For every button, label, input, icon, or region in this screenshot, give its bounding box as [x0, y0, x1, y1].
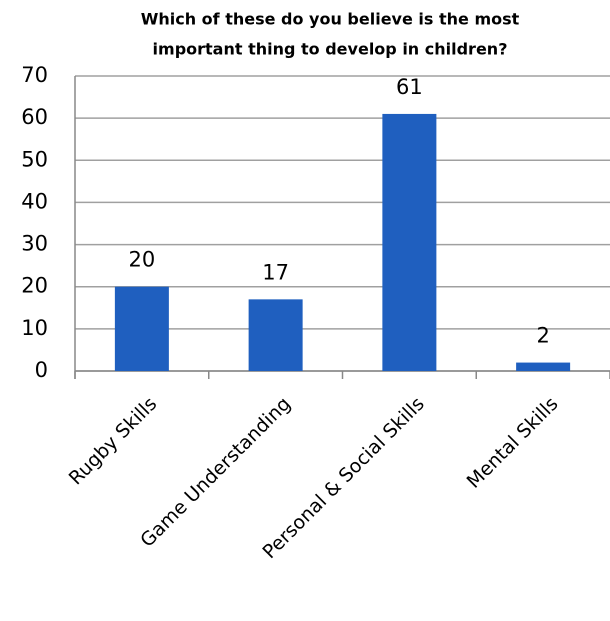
- y-tick-label: 0: [35, 358, 48, 382]
- chart-title: Which of these do you believe is the mos…: [141, 10, 520, 29]
- bar: [114, 286, 169, 371]
- y-tick-label: 40: [21, 189, 48, 213]
- y-tick-label: 70: [21, 63, 48, 87]
- x-tick-label: Mental Skills: [463, 393, 563, 493]
- y-tick-label: 30: [21, 232, 48, 256]
- data-label: 17: [262, 260, 289, 284]
- x-tick-label: Rugby Skills: [65, 393, 162, 490]
- x-tick-label: Game Understanding: [136, 393, 295, 552]
- y-tick-label: 50: [21, 147, 48, 171]
- data-label: 2: [536, 324, 549, 348]
- data-label: 61: [396, 75, 423, 99]
- y-tick-label: 20: [21, 274, 48, 298]
- bar: [382, 113, 437, 371]
- chart-title: important thing to develop in children?: [153, 40, 508, 59]
- y-tick-label: 60: [21, 105, 48, 129]
- bar: [248, 299, 303, 371]
- bar: [516, 362, 571, 371]
- y-tick-label: 10: [21, 316, 48, 340]
- data-label: 20: [129, 248, 156, 272]
